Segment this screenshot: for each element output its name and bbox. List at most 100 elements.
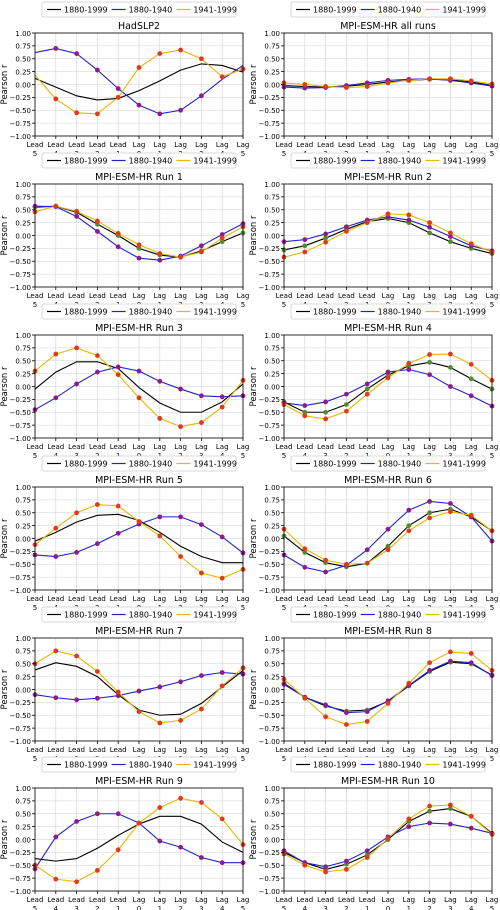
y-tick-label: −0.25 (259, 94, 280, 102)
data-point-1880-1940 (468, 825, 474, 831)
x-tick-label-number: 3 (74, 905, 78, 910)
legend-label-1941-1999: 1941-1999 (442, 761, 486, 770)
x-tick-label: Lag (174, 746, 187, 754)
data-point-1880-1940 (406, 507, 412, 513)
data-point-1941-1999 (302, 862, 308, 868)
data-point-1941-1999 (406, 528, 412, 534)
x-tick-label: Lag (402, 443, 415, 451)
data-point-1941-1999 (95, 111, 100, 117)
data-point-1941-1999 (219, 235, 225, 241)
panel-title: MPI-ESM-HR Run 5 (95, 475, 183, 486)
x-tick-label: Lead (47, 746, 64, 754)
data-point-1941-1999 (323, 869, 328, 875)
data-point-1941-1999 (468, 78, 474, 84)
data-point-1941-1999 (468, 512, 474, 518)
x-tick-label-number: 5 (241, 755, 245, 763)
x-tick-label: Lead (47, 292, 64, 300)
x-tick-label: Lag (486, 746, 499, 754)
x-tick-label: Lag (133, 746, 146, 754)
x-tick-label-number: 5 (282, 301, 286, 309)
data-point-1941-1999 (468, 651, 474, 656)
x-tick-label: Lead (68, 141, 85, 149)
data-point-1941-1999 (406, 816, 412, 822)
legend: 1880-1999 1880-1940 1941-1999 (41, 1, 237, 18)
y-tick-label: 0.75 (264, 43, 280, 51)
data-point-1880-1940 (53, 395, 59, 401)
data-point-1941-1999 (427, 660, 432, 666)
x-tick-label: Lag (423, 746, 436, 754)
x-tick-label: Lag (153, 141, 166, 149)
x-tick-label: Lead (317, 746, 334, 754)
data-point-1880-1940 (364, 709, 370, 715)
data-point-1941-1999 (53, 876, 59, 882)
data-point-1880-1999 (427, 359, 432, 365)
x-tick-label: Lead (359, 746, 376, 754)
legend: 1880-1999 1880-1940 1941-1999 (41, 756, 237, 773)
x-tick-label-number: 0 (137, 905, 141, 910)
x-tick-label-number: 5 (241, 150, 245, 158)
y-tick-label: −0.25 (10, 94, 31, 102)
grid (283, 334, 493, 439)
y-tick-label: −0.25 (10, 548, 31, 556)
x-tick-label: Lag (195, 746, 208, 754)
x-tick-label: Lag (444, 292, 457, 300)
y-tick-label: 0.25 (264, 823, 280, 831)
y-tick-label: −1.00 (259, 133, 280, 141)
legend-label-1880-1940: 1880-1940 (378, 761, 422, 770)
data-point-1880-1940 (95, 228, 100, 234)
x-tick-label: Lead (27, 595, 44, 603)
data-point-1880-1940 (136, 255, 142, 261)
data-point-1941-1999 (74, 510, 79, 516)
x-tick-label: Lead (27, 141, 44, 149)
panel-title: MPI-ESM-HR Run 3 (95, 323, 183, 334)
y-tick-label: 0.75 (264, 194, 280, 202)
legend-frame (41, 303, 237, 320)
x-tick-label: Lead (27, 443, 44, 451)
data-point-1880-1940 (448, 234, 453, 239)
data-point-1941-1999 (302, 546, 308, 552)
panel-title: MPI-ESM-HR all runs (340, 21, 436, 32)
x-tick-label: Lag (423, 443, 436, 451)
data-point-1941-1999 (53, 648, 59, 654)
x-tick-label-number: 5 (33, 301, 37, 309)
x-tick-label: Lead (359, 141, 376, 149)
data-point-1880-1940 (199, 93, 204, 99)
grid (283, 183, 493, 288)
data-point-1941-1999 (427, 803, 432, 809)
data-point-1880-1940 (199, 522, 204, 527)
x-tick-label: Lag (174, 896, 187, 904)
data-point-1880-1940 (178, 844, 184, 850)
data-point-1880-1940 (219, 670, 225, 675)
data-point-1880-1940 (468, 393, 474, 399)
data-point-1941-1999 (115, 689, 121, 695)
x-tick-label-number: 5 (490, 905, 494, 910)
x-tick-label: Lead (276, 443, 293, 451)
data-point-1941-1999 (157, 533, 163, 539)
x-tick-label: Lag (402, 896, 415, 904)
data-point-1941-1999 (74, 208, 79, 214)
y-tick-label: −1.00 (10, 587, 31, 595)
x-tick-label: Lead (110, 141, 127, 149)
data-point-1941-1999 (95, 669, 100, 674)
panel-7: 1880-1999 1880-1940 1941-1999 MPI-ESM-HR Ru… (0, 455, 249, 612)
y-tick-label: 0.00 (15, 232, 31, 240)
data-point-1941-1999 (406, 212, 412, 218)
x-tick-label: Lag (153, 595, 166, 603)
y-tick-label: 0.00 (264, 383, 280, 391)
x-tick-label: Lead (110, 746, 127, 754)
x-tick-label: Lag (237, 443, 250, 451)
data-point-1880-1999 (427, 510, 432, 516)
x-tick-label-number: 5 (33, 150, 37, 158)
x-tick-label: Lead (276, 595, 293, 603)
x-tick-label: Lag (216, 443, 229, 451)
x-tick-label-number: 1 (407, 905, 411, 910)
legend-frame (41, 152, 237, 169)
x-tick-label-number: 2 (178, 905, 182, 910)
y-tick-label: 0.00 (15, 383, 31, 391)
y-tick-label: −0.75 (259, 422, 280, 430)
x-tick-label: Lead (89, 443, 106, 451)
data-point-1880-1940 (385, 369, 391, 375)
data-point-1941-1999 (74, 879, 79, 885)
y-tick-label: −0.50 (259, 561, 280, 569)
x-tick-label: Lag (465, 595, 478, 603)
